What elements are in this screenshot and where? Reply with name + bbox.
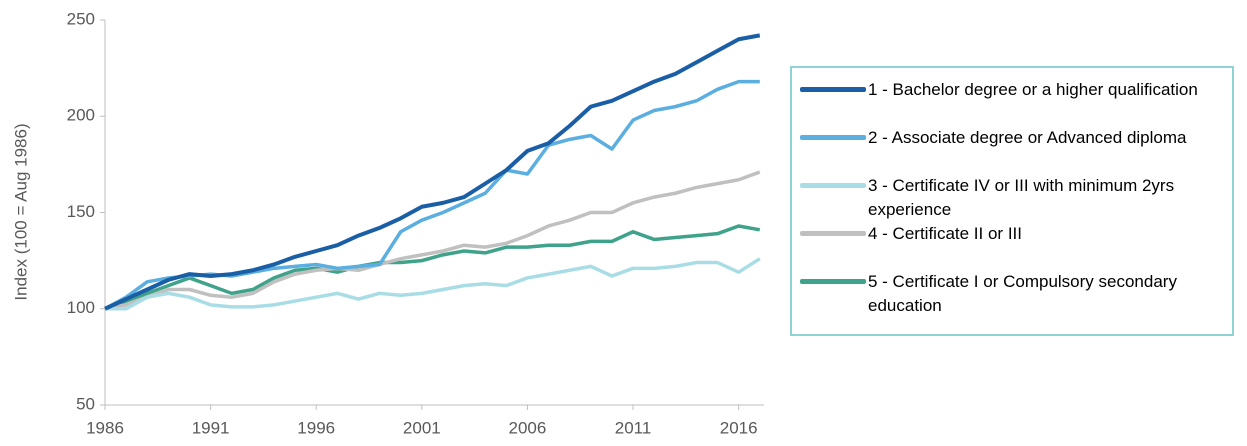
series-line bbox=[104, 33, 761, 311]
legend-label: 3 - Certificate IV or III with minimum 2… bbox=[868, 176, 1175, 219]
y-axis-label: Index (100 = Aug 1986) bbox=[11, 123, 30, 300]
legend-label: 1 - Bachelor degree or a higher qualific… bbox=[868, 80, 1198, 99]
y-tick-label: 50 bbox=[76, 394, 95, 413]
legend-label: 4 - Certificate II or III bbox=[868, 224, 1022, 243]
x-tick-label: 2011 bbox=[615, 418, 652, 437]
series-line bbox=[105, 257, 761, 311]
x-tick-label: 1991 bbox=[192, 418, 230, 437]
y-tick-label: 100 bbox=[67, 298, 95, 317]
legend-swatch bbox=[800, 279, 866, 284]
legend-label: 2 - Associate degree or Advanced diploma bbox=[868, 128, 1187, 147]
x-tick-label: 1986 bbox=[86, 418, 124, 437]
chart: Index (100 = Aug 1986) 50 100 150 200 250 198… bbox=[11, 9, 764, 437]
x-tick-label: 1996 bbox=[297, 418, 335, 437]
series-line bbox=[104, 170, 761, 311]
y-tick-label: 250 bbox=[67, 9, 95, 28]
legend-swatch bbox=[800, 135, 866, 140]
legend: 1 - Bachelor degree or a higher qualific… bbox=[790, 66, 1234, 336]
legend-entry: 4 - Certificate II or III bbox=[792, 222, 1232, 270]
legend-entry: 3 - Certificate IV or III with minimum 2… bbox=[792, 174, 1232, 222]
legend-label: 5 - Certificate I or Compulsory secondar… bbox=[868, 272, 1177, 315]
x-tick-label: 2006 bbox=[509, 418, 547, 437]
legend-swatch bbox=[800, 231, 866, 236]
x-tick-label: 2001 bbox=[403, 418, 441, 437]
series-line bbox=[104, 224, 761, 311]
legend-entry: 2 - Associate degree or Advanced diploma bbox=[792, 126, 1232, 174]
x-tick-label: 2016 bbox=[720, 418, 758, 437]
legend-swatch bbox=[800, 183, 866, 188]
legend-swatch bbox=[800, 87, 866, 92]
y-tick-label: 200 bbox=[67, 106, 95, 125]
legend-entry: 1 - Bachelor degree or a higher qualific… bbox=[792, 78, 1232, 126]
y-tick-label: 150 bbox=[67, 202, 95, 221]
legend-entry: 5 - Certificate I or Compulsory secondar… bbox=[792, 270, 1232, 318]
